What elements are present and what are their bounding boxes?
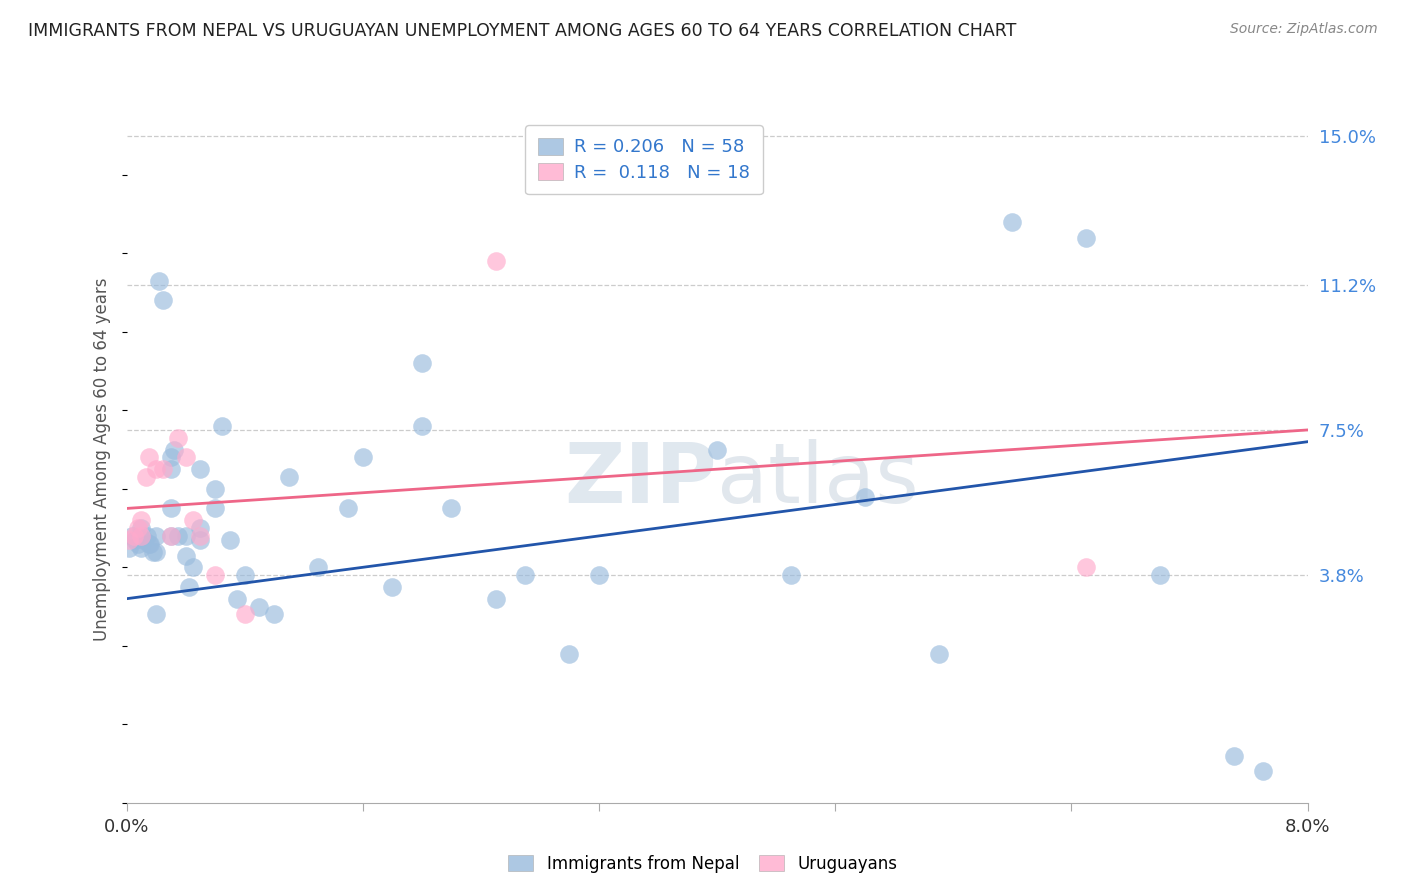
Point: [188, 533, 211, 547]
Point: [219, 533, 242, 547]
Point: [1222, 748, 1246, 763]
Point: [381, 580, 404, 594]
Point: [484, 254, 508, 268]
Point: [233, 607, 256, 622]
Point: [204, 568, 226, 582]
Point: [928, 647, 950, 661]
Point: [167, 529, 190, 543]
Point: [127, 537, 149, 551]
Point: [148, 274, 170, 288]
Point: [204, 501, 226, 516]
Point: [122, 529, 145, 543]
Point: [134, 533, 156, 547]
Point: [127, 521, 149, 535]
Point: [181, 513, 204, 527]
Point: [188, 462, 211, 476]
Point: [263, 607, 285, 622]
Point: [1001, 215, 1024, 229]
Legend: Immigrants from Nepal, Uruguayans: Immigrants from Nepal, Uruguayans: [502, 848, 904, 880]
Point: [779, 568, 801, 582]
Point: [174, 450, 197, 465]
Point: [1149, 568, 1171, 582]
Point: [121, 529, 143, 543]
Point: [160, 529, 183, 543]
Point: [307, 560, 329, 574]
Point: [139, 537, 162, 551]
Point: [188, 529, 211, 543]
Point: [145, 529, 167, 543]
Point: [174, 529, 197, 543]
Point: [160, 450, 183, 465]
Point: [174, 549, 197, 563]
Point: [145, 544, 167, 558]
Text: Source: ZipAtlas.com: Source: ZipAtlas.com: [1230, 22, 1378, 37]
Point: [1076, 560, 1098, 574]
Y-axis label: Unemployment Among Ages 60 to 64 years: Unemployment Among Ages 60 to 64 years: [93, 277, 111, 641]
Point: [135, 470, 157, 484]
Point: [233, 568, 256, 582]
Point: [129, 513, 153, 527]
Point: [337, 501, 360, 516]
Point: [129, 521, 153, 535]
Point: [226, 591, 249, 606]
Point: [558, 647, 581, 661]
Point: [129, 529, 153, 543]
Point: [1076, 230, 1098, 244]
Point: [142, 544, 165, 558]
Point: [145, 462, 167, 476]
Point: [188, 521, 211, 535]
Point: [152, 293, 174, 308]
Point: [853, 490, 876, 504]
Point: [588, 568, 610, 582]
Text: atlas: atlas: [717, 440, 918, 521]
Point: [247, 599, 270, 614]
Point: [118, 541, 141, 555]
Point: [145, 607, 167, 622]
Point: [411, 356, 433, 370]
Point: [515, 568, 537, 582]
Legend: R = 0.206   N = 58, R =  0.118   N = 18: R = 0.206 N = 58, R = 0.118 N = 18: [526, 125, 762, 194]
Point: [160, 501, 183, 516]
Point: [177, 580, 200, 594]
Point: [167, 431, 190, 445]
Point: [181, 560, 204, 574]
Point: [129, 541, 153, 555]
Text: ZIP: ZIP: [565, 440, 717, 521]
Point: [211, 419, 233, 434]
Point: [440, 501, 463, 516]
Point: [152, 462, 174, 476]
Point: [411, 419, 433, 434]
Point: [278, 470, 301, 484]
Point: [138, 450, 160, 465]
Point: [118, 533, 141, 547]
Point: [160, 529, 183, 543]
Point: [484, 591, 508, 606]
Text: IMMIGRANTS FROM NEPAL VS URUGUAYAN UNEMPLOYMENT AMONG AGES 60 TO 64 YEARS CORREL: IMMIGRANTS FROM NEPAL VS URUGUAYAN UNEMP…: [28, 22, 1017, 40]
Point: [352, 450, 374, 465]
Point: [706, 442, 728, 457]
Point: [136, 529, 159, 543]
Point: [163, 442, 186, 457]
Point: [1251, 764, 1274, 779]
Point: [204, 482, 226, 496]
Point: [160, 462, 183, 476]
Point: [124, 533, 146, 547]
Point: [138, 537, 160, 551]
